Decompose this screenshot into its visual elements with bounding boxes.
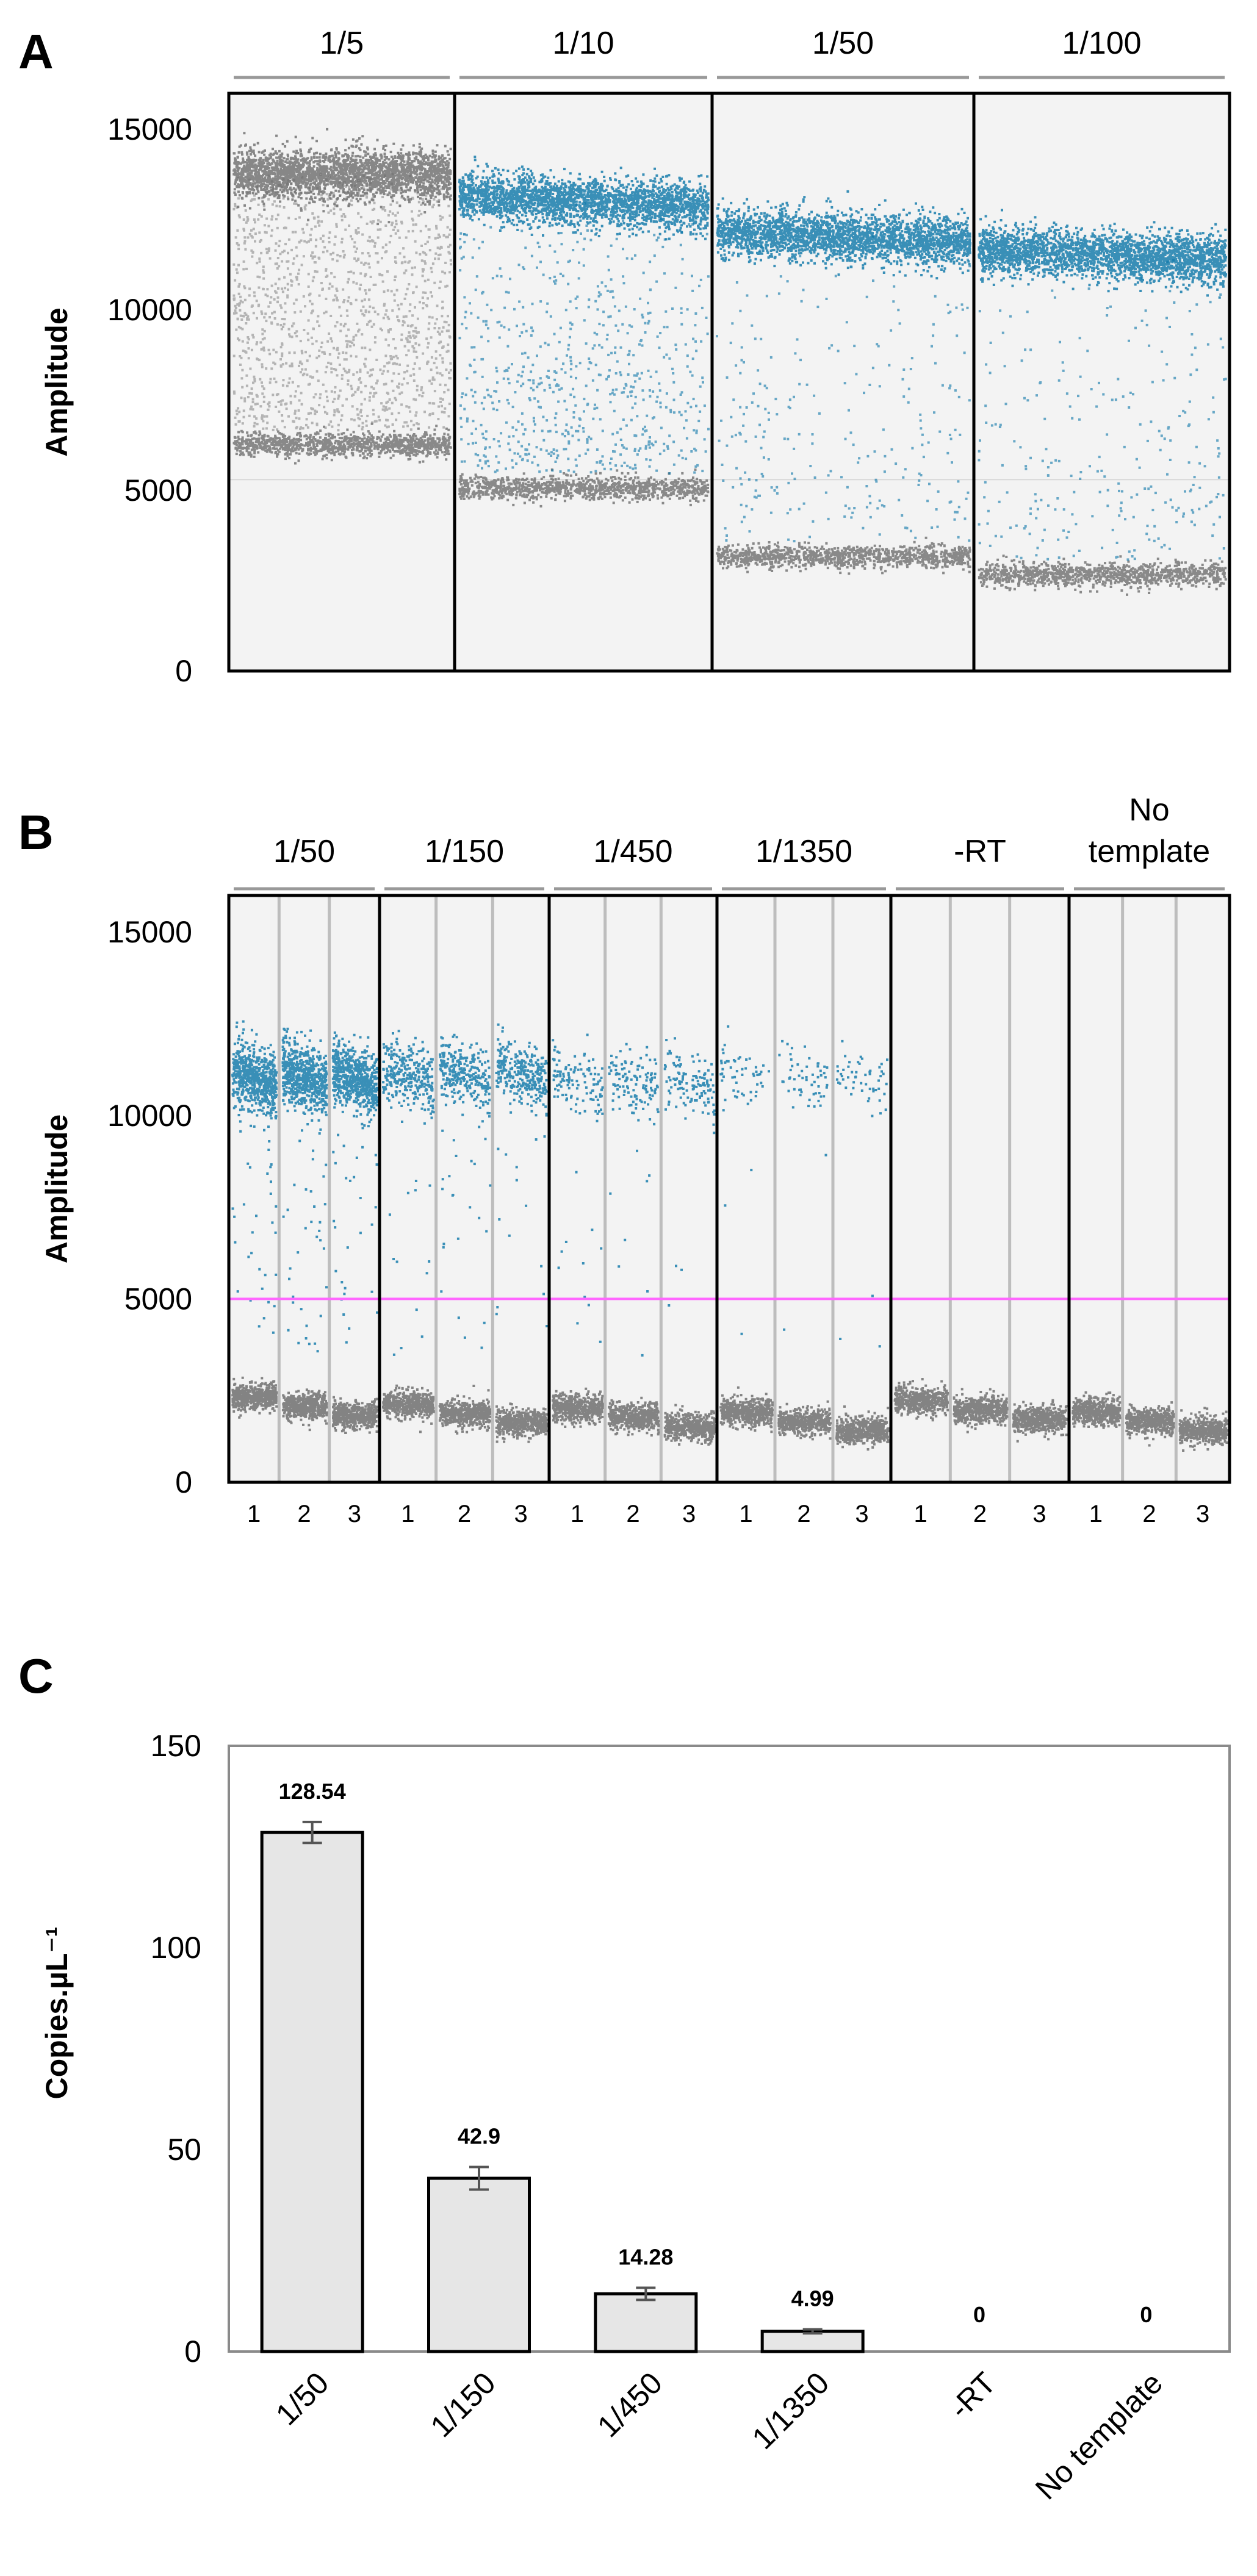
panel-c-y-axis-title: Copies.µL⁻¹ [40,1927,74,2100]
panel-b-well-label: 2 [297,1501,311,1527]
panel-c-y-tick-label: 100 [151,1931,201,1965]
panel-a-chart: 1/5 1/10 1/50 1/100 0 5000 10000 15000 Amplitude [40,26,1231,688]
panel-b-well-label: 2 [458,1501,471,1527]
panel-c-category-label: No template [1029,2366,1169,2506]
panel-b-y-tick-label: 15000 [107,915,192,949]
panel-b-negative-droplets-5 [893,1378,1068,1443]
panel-b-group-label: 1/1350 [755,834,852,869]
panel-c-y-tick-label: 0 [184,2334,201,2369]
panel-b-plot-border [227,894,1231,1484]
panel-a-rain-droplets-1 [232,173,452,432]
panel-a-negative-droplets-1 [232,422,452,465]
panel-b-chart: 1 2 3 1/50 1 2 3 1/150 1 2 3 1/450 1 2 3 1/1350 1 2 3 -RT 1 2… [40,792,1231,1527]
panel-b-well-label: 3 [1196,1501,1209,1527]
panel-b-well-label: 3 [682,1501,696,1527]
panel-c-data-label: 0 [1140,2302,1152,2327]
panel-b-well-label: 1 [739,1501,752,1527]
panel-a-y-tick-label: 0 [175,654,192,688]
panel-b-y-tick-label: 0 [175,1465,192,1499]
panel-a-y-tick-label: 5000 [124,473,192,508]
panel-label-a: A [18,24,54,79]
panel-b-group-label-line: template [1089,834,1210,869]
panel-c-data-label: 42.9 [458,2123,500,2148]
panel-label-b: B [18,805,54,859]
panel-b-y-tick-label: 5000 [124,1282,192,1316]
panel-a-group-label: 1/5 [320,26,364,61]
panel-a-group-label: 1/10 [552,26,614,61]
panel-b-well-label: 1 [401,1501,414,1527]
panel-a-y-axis-title: Amplitude [40,307,74,456]
panel-b-well-label: 2 [797,1501,810,1527]
panel-b-well-label: 3 [514,1501,528,1527]
panel-a-plot-border [227,91,1231,673]
panel-b-well-label: 2 [1142,1501,1156,1527]
panel-b-group-label: 1/450 [593,834,672,869]
panel-c-chart: 0 50 100 150 Copies.µL⁻¹ 128.54 1/50 42.9 1/150 1… [40,1729,1231,2506]
panel-a-group-label: 1/50 [812,26,874,61]
panel-b-negative-droplets-4 [719,1386,890,1451]
panel-b-group-label: 1/150 [425,834,504,869]
panel-b-well-label: 3 [348,1501,361,1527]
panel-b-well-label: 3 [855,1501,868,1527]
panel-b-well-label: 1 [571,1501,584,1527]
panel-b-well-label: 1 [914,1501,927,1527]
panel-b-positive-droplets-2 [382,1023,548,1356]
panel-a-positive-droplets-1 [232,127,452,226]
panel-c-data-label: 0 [973,2302,985,2327]
panel-b-well-label: 2 [973,1501,987,1527]
panel-c-plot-border [228,1745,1231,2353]
panel-b-positive-droplets-1 [231,1020,378,1353]
panel-a-group-label: 1/100 [1062,26,1141,61]
panel-b-y-axis-title: Amplitude [40,1114,74,1263]
panel-b-negative-droplets-2 [382,1384,548,1443]
panel-b-group-label: 1/50 [273,834,335,869]
panel-c-category-label: 1/150 [424,2366,502,2444]
panel-b-plot-area [229,895,1230,1482]
panel-b-negative-droplets-3 [552,1387,716,1446]
panel-c-data-label: 14.28 [618,2245,673,2270]
panel-c-data-label: 4.99 [791,2286,834,2311]
panel-a-rain-droplets-3 [716,235,971,543]
panel-label-c: C [18,1649,54,1703]
panel-c-bar-2 [427,2176,531,2353]
panel-a-negative-droplets-3 [716,536,971,575]
panel-c-category-label: -RT [943,2366,1003,2425]
panel-c-category-label: 1/450 [591,2366,669,2444]
panel-c-y-tick-label: 50 [167,2133,201,2167]
panel-c-category-label: 1/50 [269,2366,335,2431]
panel-b-well-label: 2 [626,1501,639,1527]
panel-b-well-label: 1 [1089,1501,1103,1527]
panel-b-well-label: 1 [247,1501,261,1527]
panel-b-positive-droplets-3 [552,1033,716,1357]
panel-a-negative-droplets-4 [978,554,1227,596]
panel-b-negative-droplets-6 [1072,1391,1228,1452]
panel-a-y-tick-label: 10000 [107,293,192,327]
panel-c-bar-3 [594,2292,698,2353]
panel-c-bar-1 [260,1831,364,2353]
panel-c-data-label: 128.54 [279,1779,346,1804]
panel-b-y-tick-label: 10000 [107,1099,192,1133]
panel-b-group-label: -RT [954,834,1006,869]
panel-c-y-tick-label: 150 [151,1729,201,1763]
panel-c-category-label: 1/1350 [746,2366,836,2456]
panel-a-negative-droplets-2 [458,468,710,508]
panel-a-positive-droplets-4 [978,209,1227,299]
panel-a-positive-droplets-3 [716,190,971,280]
panel-b-group-label-line: No [1129,792,1169,828]
panel-b-group-label: No template [1089,792,1210,869]
panel-b-well-label: 3 [1032,1501,1046,1527]
panel-b-negative-droplets-1 [231,1376,378,1434]
panel-c-bar-4 [760,2330,865,2353]
panel-a-positive-droplets-2 [458,156,710,241]
panel-a-y-tick-label: 15000 [107,112,192,146]
